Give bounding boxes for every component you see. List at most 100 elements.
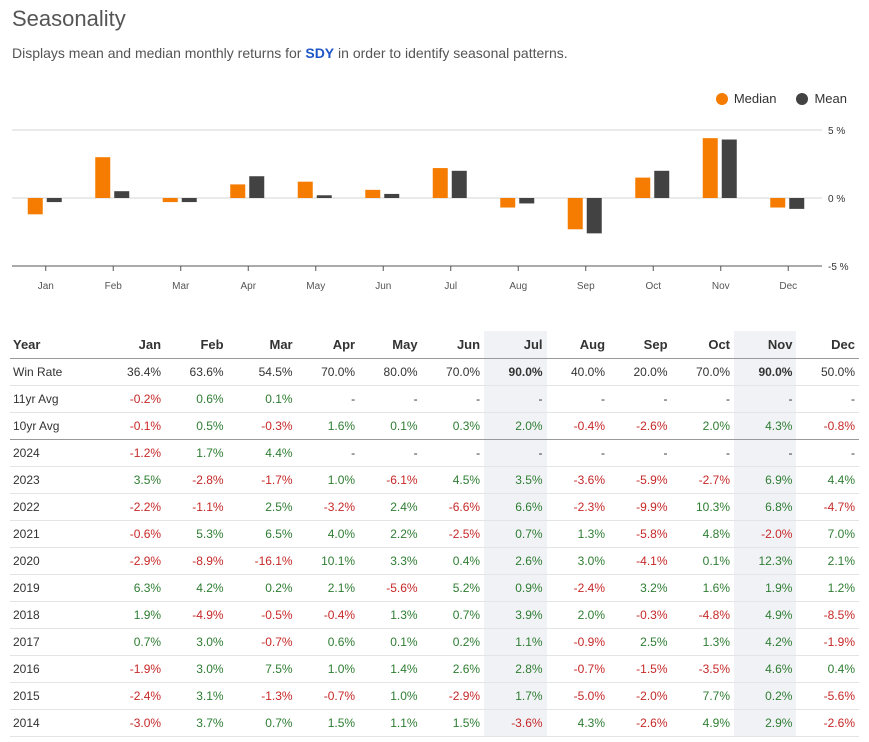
median-bar — [297, 181, 313, 198]
column-header-dec[interactable]: Dec — [796, 331, 859, 359]
table-cell: -6.1% — [359, 466, 422, 494]
table-row: 2020 -2.9% -8.9% -16.1% 10.1% 3.3% 0.4% 2.6% 3.0… — [10, 547, 859, 575]
table-cell: -2.8% — [165, 466, 228, 494]
table-cell: -2.6% — [796, 709, 859, 737]
table-cell: 1.7% — [484, 682, 547, 710]
column-header-oct[interactable]: Oct — [671, 331, 734, 359]
table-cell: -0.3% — [227, 412, 297, 440]
table-cell: 0.6% — [296, 628, 360, 656]
table-cell: 4.2% — [165, 574, 228, 602]
table-cell: 6.8% — [734, 493, 797, 521]
table-cell: 1.9% — [102, 601, 166, 629]
table-cell: -2.0% — [734, 520, 797, 548]
table-cell: -2.2% — [102, 493, 166, 521]
table-cell: -0.7% — [296, 682, 360, 710]
mean-bar — [789, 198, 805, 209]
table-cell: -5.0% — [546, 682, 610, 710]
table-cell: -4.1% — [609, 547, 672, 575]
table-cell: 4.6% — [734, 655, 797, 683]
table-cell: 4.5% — [421, 466, 485, 494]
table-cell: -8.5% — [796, 601, 859, 629]
table-cell: 7.0% — [796, 520, 859, 548]
table-cell: 2.0% — [484, 412, 547, 440]
table-cell: 2.2% — [359, 520, 422, 548]
ticker-link[interactable]: SDY — [305, 45, 335, 61]
column-header-mar[interactable]: Mar — [227, 331, 297, 359]
table-row: 10yr Avg -0.1% 0.5% -0.3% 1.6% 0.1% 0.3% 2.0% -0… — [10, 412, 859, 440]
legend-item-median[interactable]: Median — [715, 91, 776, 106]
x-tick-label: Oct — [645, 281, 661, 292]
x-tick-label: Jun — [375, 281, 391, 292]
table-cell: - — [421, 385, 485, 413]
table-cell: -3.5% — [671, 655, 734, 683]
mean-bar — [249, 176, 265, 198]
table-cell: 40.0% — [546, 358, 610, 386]
table-cell: 0.2% — [421, 628, 485, 656]
column-header-jun[interactable]: Jun — [421, 331, 485, 359]
table-cell: -0.8% — [796, 412, 859, 440]
table-cell: 1.3% — [671, 628, 734, 656]
table-cell: - — [796, 385, 859, 413]
table-cell: -1.9% — [102, 655, 166, 683]
mean-bar — [384, 193, 400, 198]
table-cell: -1.7% — [227, 466, 297, 494]
column-header-apr[interactable]: Apr — [296, 331, 360, 359]
table-cell: 3.0% — [165, 655, 228, 683]
table-cell: -2.6% — [609, 412, 672, 440]
table-cell: -5.6% — [796, 682, 859, 710]
column-header-jul[interactable]: Jul — [484, 331, 547, 359]
table-cell: 4.3% — [546, 709, 610, 737]
column-header-jan[interactable]: Jan — [102, 331, 166, 359]
table-cell: 1.3% — [546, 520, 610, 548]
table-cell: - — [546, 439, 610, 467]
table-cell: -0.1% — [102, 412, 166, 440]
table-cell: 6.9% — [734, 466, 797, 494]
column-header-may[interactable]: May — [359, 331, 422, 359]
mean-bar — [114, 191, 130, 198]
table-cell: -8.9% — [165, 547, 228, 575]
table-cell: 2.6% — [421, 655, 485, 683]
x-tick-label: Sep — [577, 281, 595, 292]
table-cell: 1.9% — [734, 574, 797, 602]
legend-item-mean[interactable]: Mean — [796, 91, 847, 106]
table-cell: -1.5% — [609, 655, 672, 683]
column-header-feb[interactable]: Feb — [165, 331, 228, 359]
row-label: Win Rate — [10, 358, 103, 386]
table-cell: -5.8% — [609, 520, 672, 548]
column-header-aug[interactable]: Aug — [546, 331, 610, 359]
table-cell: 0.4% — [421, 547, 485, 575]
table-row: 2016 -1.9% 3.0% 7.5% 1.0% 1.4% 2.6% 2.8% -0.7% -1… — [10, 655, 859, 683]
median-bar — [567, 198, 583, 230]
median-bar — [95, 157, 111, 198]
table-cell: -16.1% — [227, 547, 297, 575]
column-header-nov[interactable]: Nov — [734, 331, 797, 359]
table-cell: 7.7% — [671, 682, 734, 710]
mean-bar — [586, 198, 602, 234]
table-cell: -2.4% — [102, 682, 166, 710]
table-cell: -3.6% — [484, 709, 547, 737]
table-cell: 4.0% — [296, 520, 360, 548]
table-cell: - — [671, 385, 734, 413]
x-tick-label: Dec — [779, 281, 797, 292]
table-cell: 90.0% — [484, 358, 547, 386]
table-cell: 4.9% — [734, 601, 797, 629]
table-cell: -2.3% — [546, 493, 610, 521]
mean-bar — [46, 198, 62, 203]
table-row: 2022 -2.2% -1.1% 2.5% -3.2% 2.4% -6.6% 6.6% -2.3… — [10, 493, 859, 521]
table-cell: 3.0% — [546, 547, 610, 575]
table-cell: 10.3% — [671, 493, 734, 521]
table-row: Win Rate 36.4% 63.6% 54.5% 70.0% 80.0% 70.0% 90… — [10, 358, 859, 386]
median-bar — [770, 198, 786, 208]
row-label: 2017 — [10, 628, 103, 656]
table-cell: - — [546, 385, 610, 413]
table-cell: - — [796, 439, 859, 467]
row-label: 2024 — [10, 439, 103, 467]
table-cell: 1.1% — [484, 628, 547, 656]
table-cell: 0.9% — [484, 574, 547, 602]
mean-bar — [519, 198, 535, 204]
table-cell: 0.2% — [227, 574, 297, 602]
column-header-sep[interactable]: Sep — [609, 331, 672, 359]
column-header-year[interactable]: Year — [10, 331, 103, 359]
table-cell: 4.9% — [671, 709, 734, 737]
row-label: 2021 — [10, 520, 103, 548]
